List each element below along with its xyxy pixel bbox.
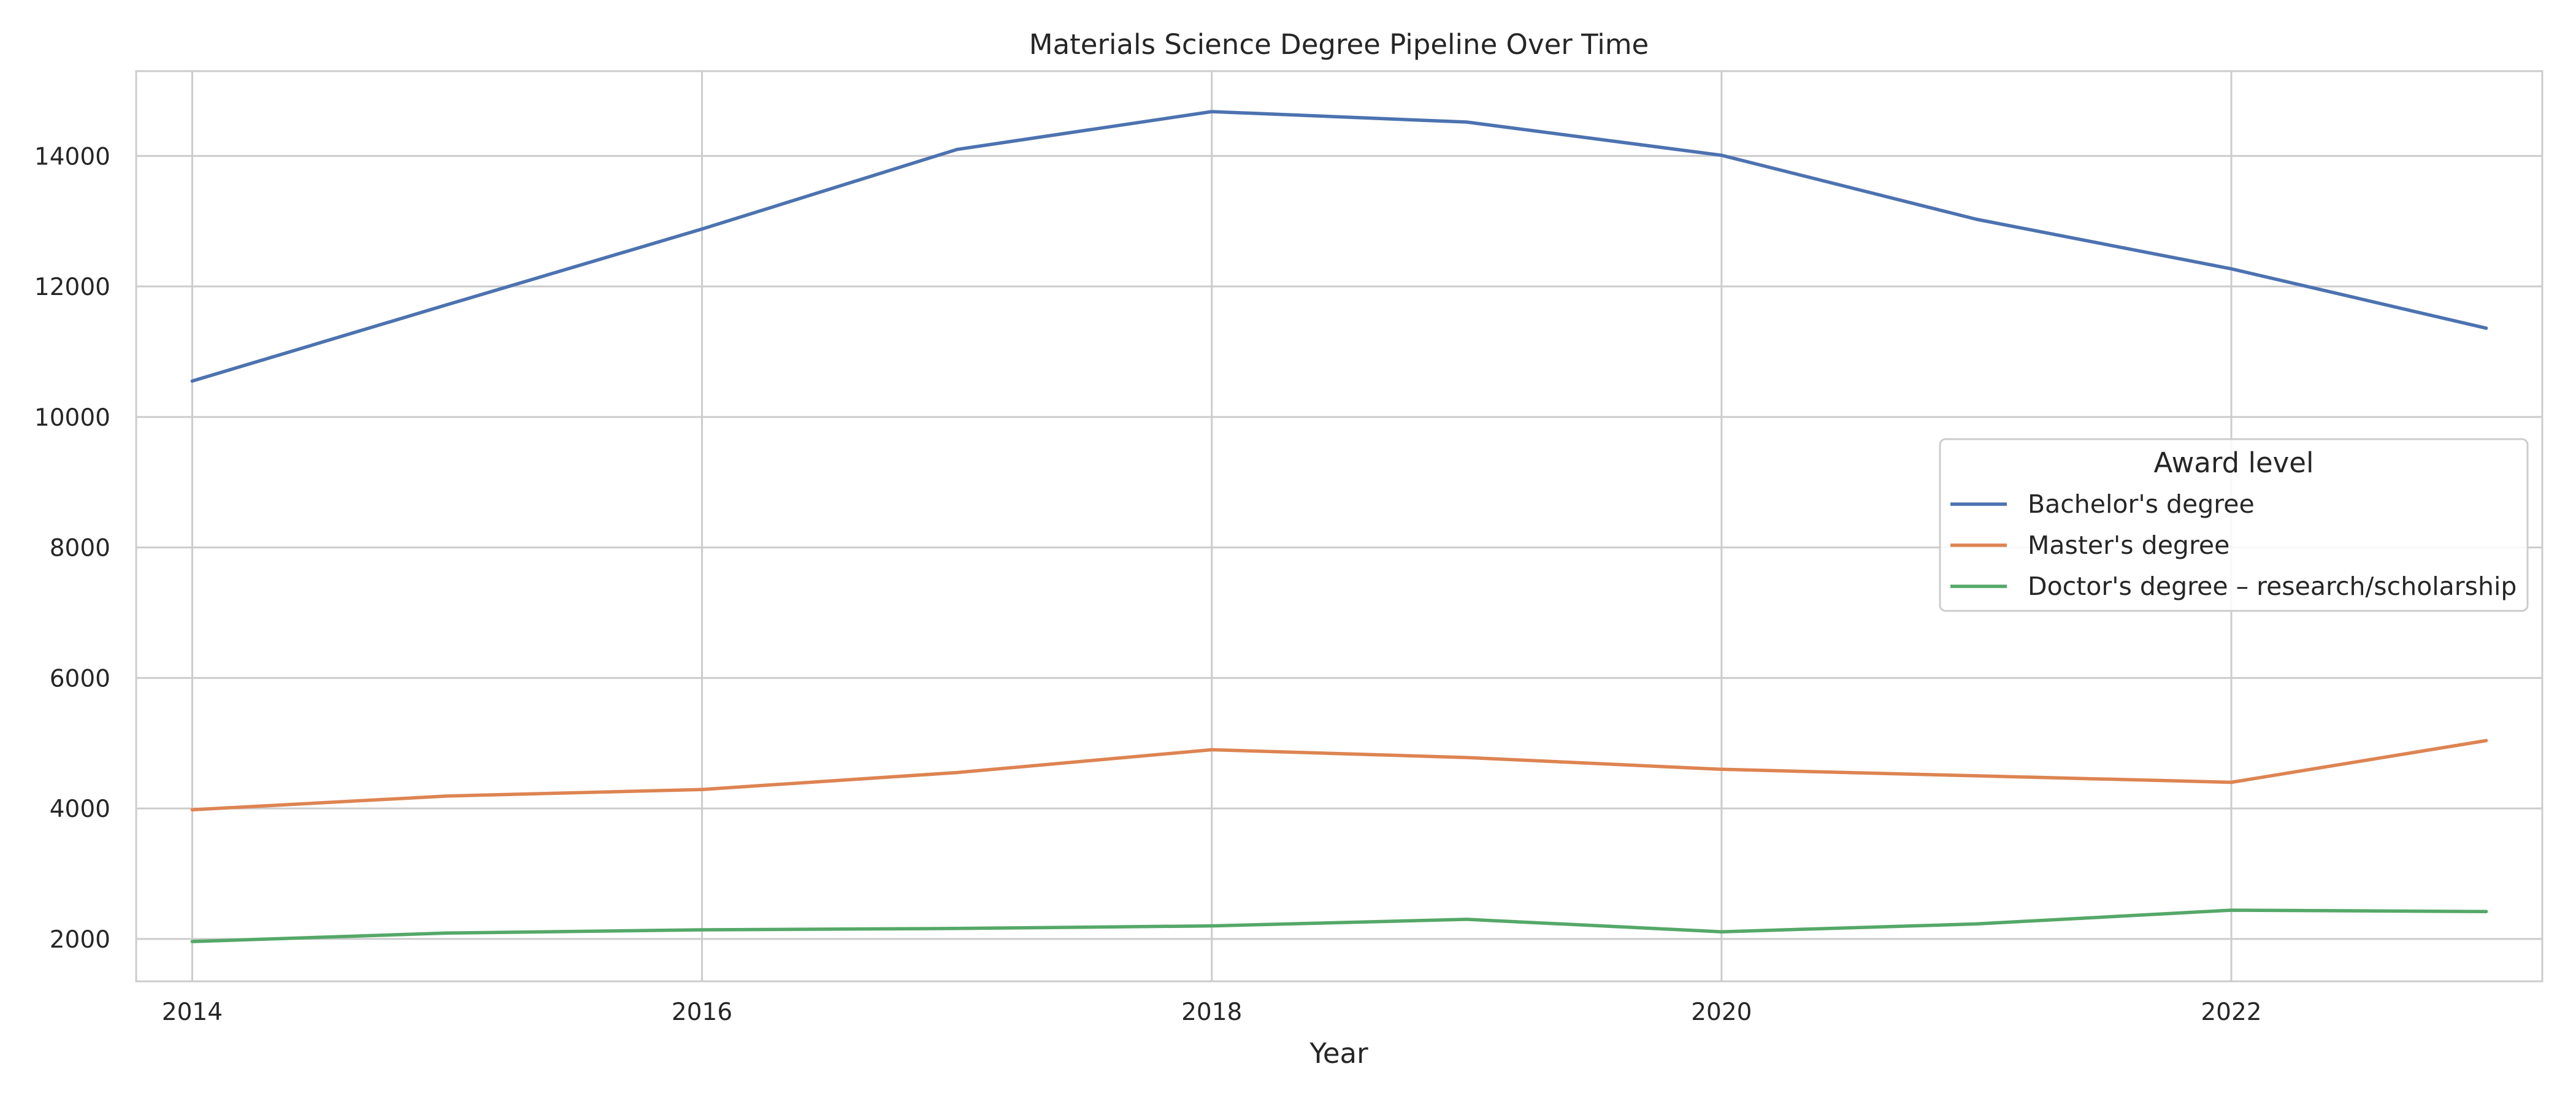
- x-tick-label: 2018: [1181, 999, 1242, 1026]
- y-tick-label: 10000: [34, 404, 110, 432]
- x-tick-label: 2016: [672, 999, 732, 1026]
- y-tick-labels: 2000 4000 6000 8000 10000 12000 14000: [34, 143, 110, 954]
- legend-box: [1939, 438, 2529, 612]
- x-tick-label: 2020: [1691, 999, 1752, 1026]
- x-axis-label: Year: [1309, 1037, 1368, 1070]
- legend-title: Award level: [2154, 447, 2314, 479]
- series-lines: [190, 110, 2488, 943]
- plot-frame: [135, 70, 2543, 983]
- legend-label: Bachelor's degree: [2028, 489, 2255, 519]
- legend-label: Doctor's degree – research/scholarship: [2028, 572, 2517, 601]
- legend-items: Bachelor's degree Master's degree Doctor's…: [1950, 489, 2517, 601]
- series-line: [190, 110, 2488, 383]
- y-tick-label: 6000: [50, 665, 110, 692]
- chart-title: Materials Science Degree Pipeline Over T…: [1029, 28, 1649, 61]
- x-tick-label: 2014: [162, 999, 223, 1026]
- legend-label: Master's degree: [2028, 531, 2229, 560]
- series-line: [190, 738, 2488, 811]
- y-tick-label: 2000: [50, 926, 110, 954]
- x-tick-label: 2022: [2201, 999, 2261, 1026]
- y-tick-label: 8000: [50, 535, 110, 562]
- series-line: [190, 908, 2488, 943]
- x-tick-labels: 2014 2016 2018 2020 2022: [162, 999, 2262, 1026]
- y-tick-label: 14000: [34, 143, 110, 171]
- y-tick-label: 4000: [50, 795, 110, 823]
- legend: Award level Bachelor's degree Master's de…: [1939, 438, 2529, 612]
- y-tick-label: 12000: [34, 274, 110, 301]
